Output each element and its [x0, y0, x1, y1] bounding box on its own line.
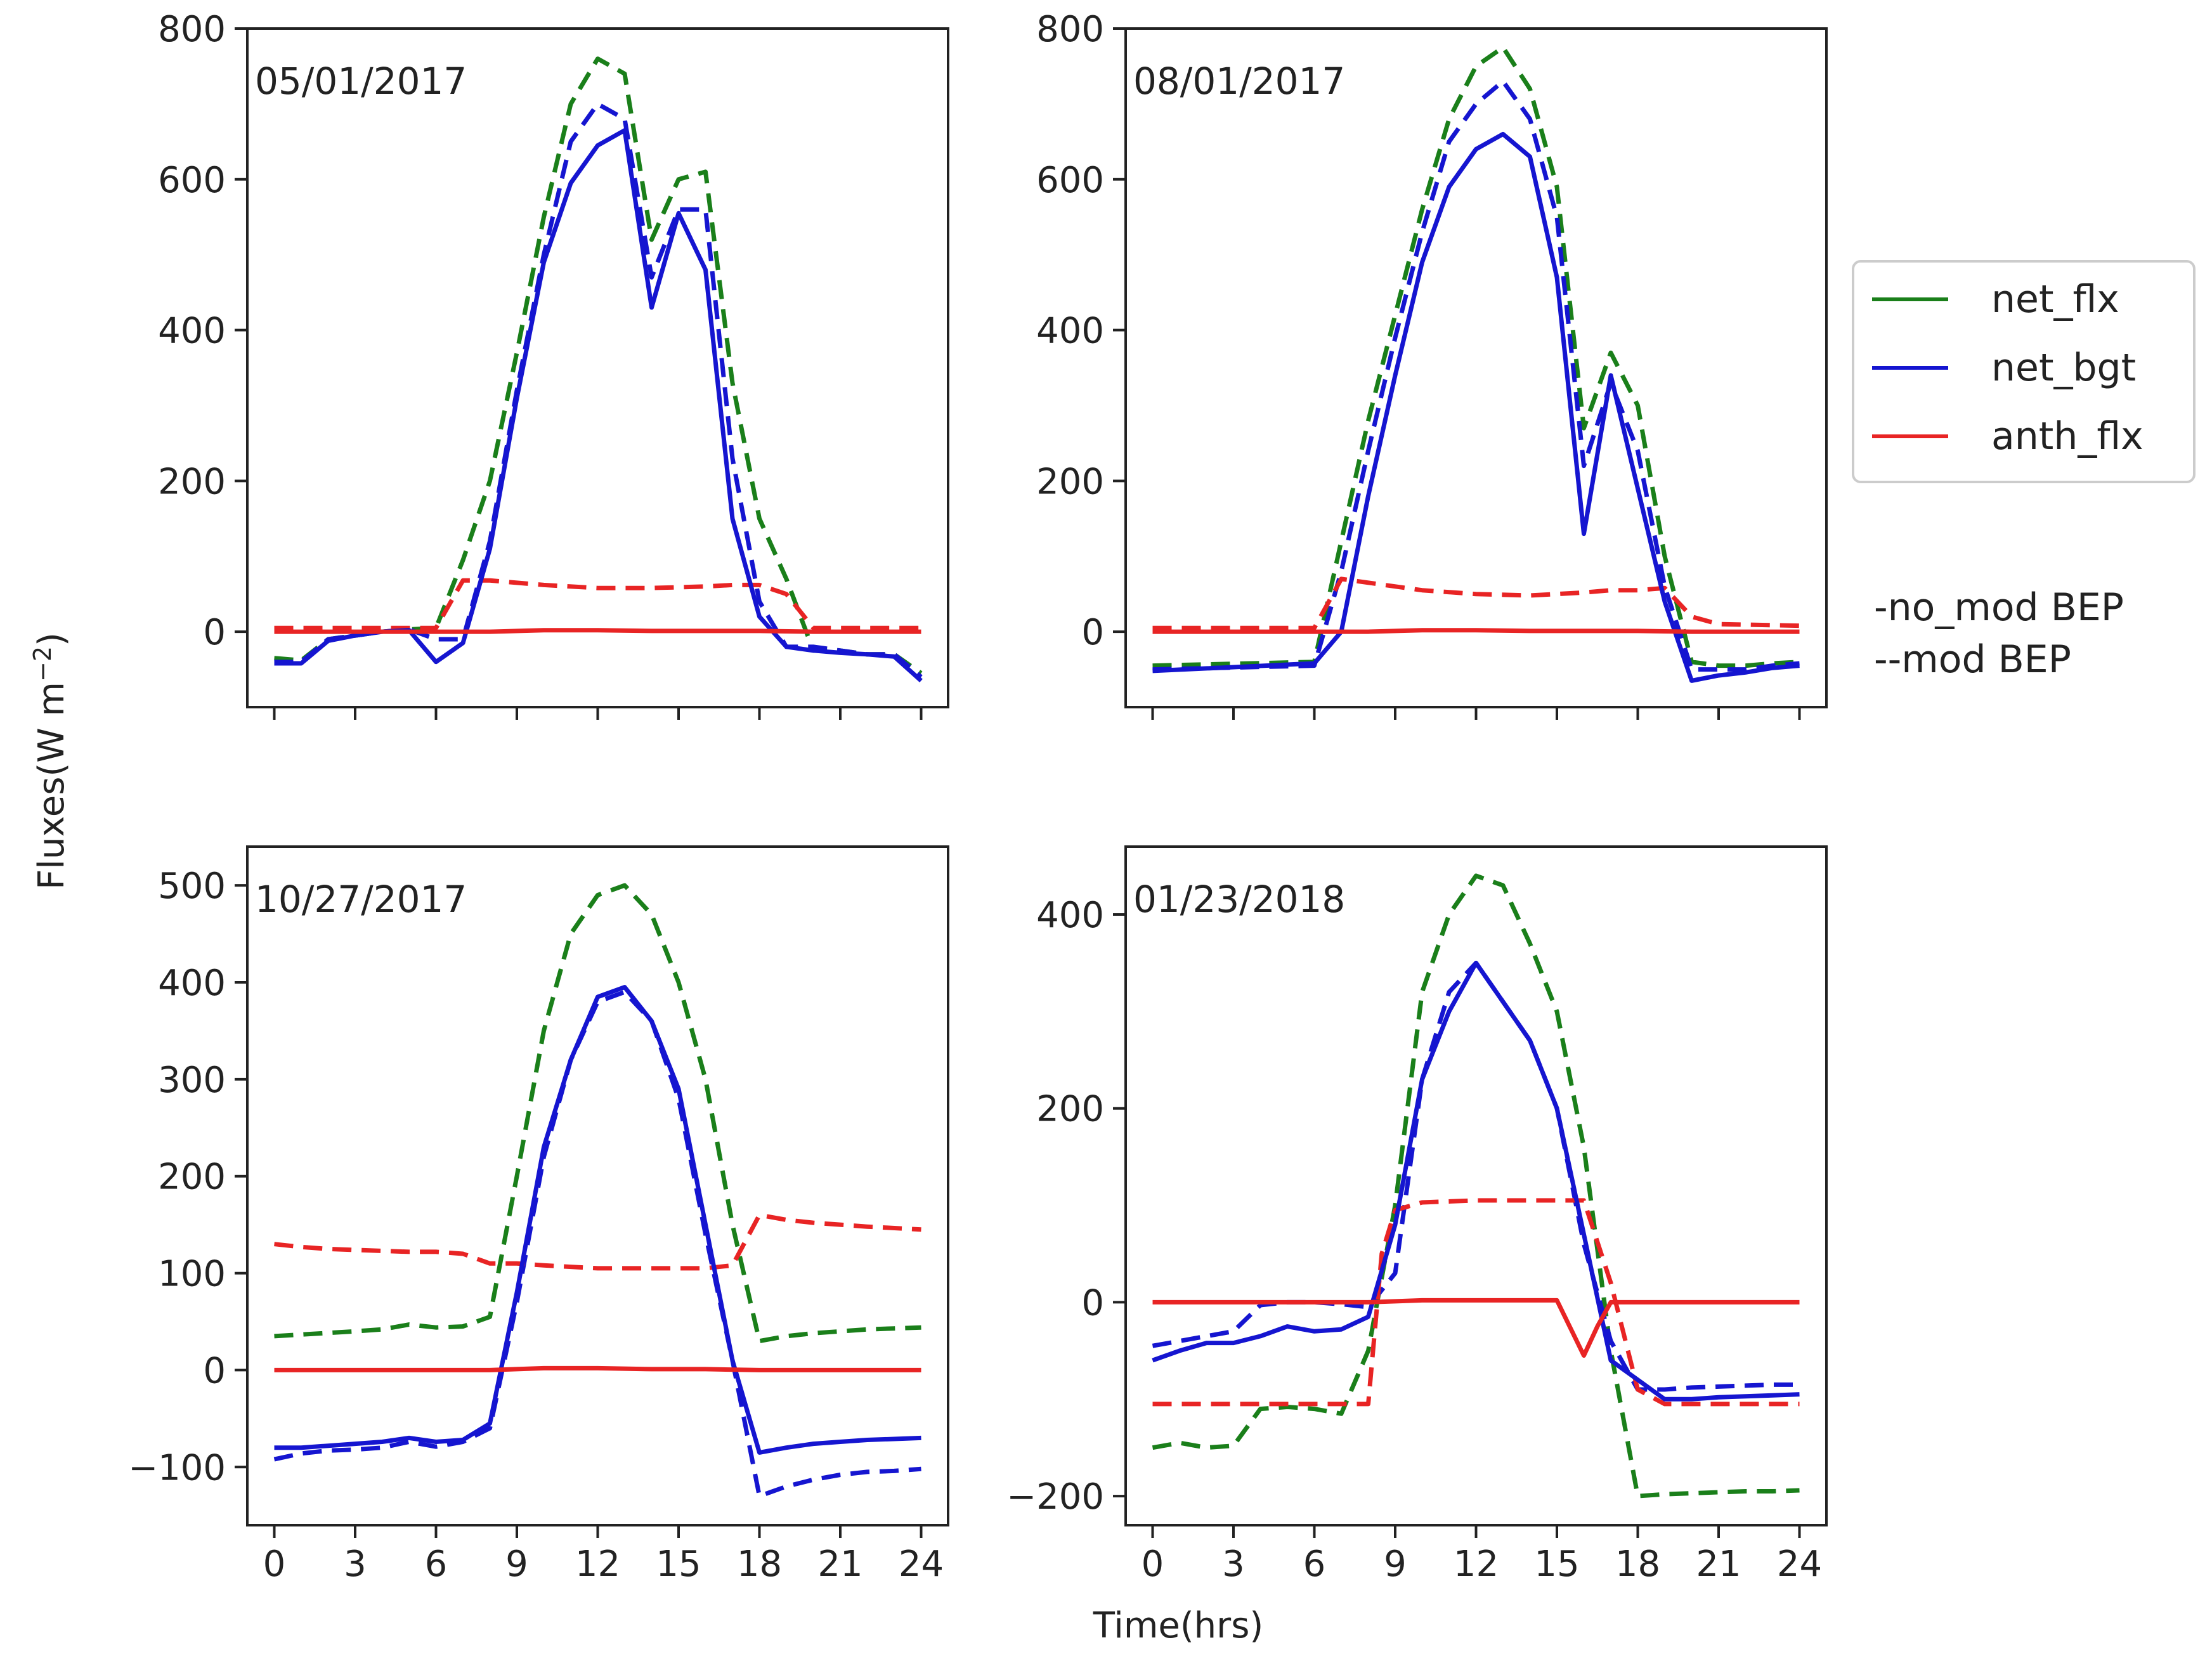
panel-4-x-tick-label-15: 15 [1534, 1544, 1579, 1585]
panel-2-y-tick-label-200: 200 [1036, 461, 1104, 502]
panel-1-y-tick-label-200: 200 [158, 461, 226, 502]
y-axis-label-close: ) [31, 632, 72, 646]
panel-4-series-anth-flx-dashed [1152, 1198, 1800, 1407]
panel-10-27-2017: 0 3 6 9 12 15 18 21 24 −100 0 100 200 300 400 500 10/27/… [128, 845, 949, 1585]
panel-3-x-tick-label-15: 15 [656, 1544, 701, 1585]
panel-4-y-tick-label-400: 400 [1036, 895, 1104, 936]
legend-label-net-flx: net_flx [1991, 277, 2119, 322]
panel-4-series-net-bgt-solid [1152, 960, 1800, 1402]
panel-4-y-tick-label-0: 0 [1081, 1282, 1104, 1324]
panel-2-date-label: 08/01/2017 [1133, 60, 1345, 103]
panel-3-y-tick-label-500: 500 [158, 866, 226, 907]
panel-1-series-anth-flx-solid [274, 628, 921, 634]
panel-4-x-tick-label-6: 6 [1303, 1544, 1326, 1585]
panel-3-x-tick-label-12: 12 [575, 1544, 620, 1585]
legend-frame [1852, 260, 2196, 483]
panel-2-y-tick-label-0: 0 [1081, 612, 1104, 653]
panel-4-x-tick-label-0: 0 [1142, 1544, 1164, 1585]
panel-3-y-tick-label-200: 200 [158, 1157, 226, 1198]
panel-3-date-label: 10/27/2017 [255, 878, 467, 921]
panel-3-y-tick-label-300: 300 [158, 1060, 226, 1101]
legend-label-anth-flx: anth_flx [1991, 414, 2144, 459]
panel-4-y-tick-label-200: 200 [1036, 1089, 1104, 1130]
note-no-mod-bep: -no_mod BEP [1874, 585, 2124, 630]
panel-1-series-net-bgt-dashed [274, 101, 923, 679]
panel-4-x-tick-label-9: 9 [1384, 1544, 1407, 1585]
panel-4-x-tick-label-3: 3 [1222, 1544, 1245, 1585]
panel-1-y-tick-label-600: 600 [158, 160, 226, 201]
panel-2-series-anth-flx-solid [1152, 628, 1800, 634]
panel-2-series-net-bgt-solid [1152, 131, 1800, 683]
panel-2-y-tick-label-800: 800 [1036, 9, 1104, 50]
panel-2-y-tick-label-400: 400 [1036, 311, 1104, 352]
panel-3-x-tick-label-0: 0 [263, 1544, 286, 1585]
panel-08-01-2017: 0 200 400 600 800 08/01/2017 [1036, 9, 1828, 720]
panel-3-x-tick-label-18: 18 [737, 1544, 782, 1585]
panel-3-series-anth-flx-solid [274, 1365, 921, 1372]
panel-1-y-tick-label-400: 400 [158, 311, 226, 352]
panel-2-series-anth-flx-dashed [1152, 576, 1800, 630]
panel-3-y-tick-label-400: 400 [158, 963, 226, 1004]
legend: net_flx net_bgt anth_flx [1852, 260, 2196, 483]
panel-1-date-label: 05/01/2017 [255, 60, 467, 103]
panel-2-y-tick-label-600: 600 [1036, 160, 1104, 201]
y-axis-label-superscript: −2 [29, 646, 56, 682]
y-axis-label: Fluxes(W m−2) [29, 632, 72, 890]
panel-05-01-2017: 0 200 400 600 800 05/01/2017 [158, 9, 949, 720]
panel-3-series-net-bgt-solid [274, 985, 921, 1455]
panel-2-series-net-bgt-dashed [1152, 79, 1800, 672]
panel-3-y-tick-label-0: 0 [203, 1350, 226, 1391]
panel-3-y-tick-label-100: 100 [158, 1254, 226, 1295]
panel-1-y-tick-label-800: 800 [158, 9, 226, 50]
panel-1-series-anth-flx-dashed [274, 578, 921, 630]
panel-4-y-tick-label-200: −200 [1006, 1476, 1104, 1518]
panel-4-series-net-flx-dashed [1152, 873, 1800, 1499]
panel-3-x-tick-label-9: 9 [505, 1544, 528, 1585]
panel-4-series-anth-flx-solid [1152, 1298, 1800, 1358]
panel-4-date-label: 01/23/2018 [1133, 878, 1345, 921]
panel-4-x-tick-label-24: 24 [1777, 1544, 1822, 1585]
panel-1-y-tick-label-0: 0 [203, 612, 226, 653]
panel-2-series-net-flx-dashed [1152, 45, 1800, 668]
panel-4-x-tick-label-18: 18 [1615, 1544, 1660, 1585]
note-mod-bep: --mod BEP [1874, 637, 2071, 682]
x-axis-label: Time(hrs) [1093, 1605, 1263, 1646]
panel-4-x-tick-label-12: 12 [1454, 1544, 1499, 1585]
panel-3-x-tick-label-6: 6 [425, 1544, 448, 1585]
panel-3-x-tick-label-21: 21 [817, 1544, 862, 1585]
panel-4-x-tick-label-21: 21 [1696, 1544, 1741, 1585]
panel-3-series-net-flx-dashed [274, 883, 921, 1344]
panel-01-23-2018: 0 3 6 9 12 15 18 21 24 −200 0 200 400 01/23/2018 [1006, 845, 1828, 1585]
panel-3-y-tick-label-100: −100 [128, 1447, 226, 1488]
panel-3-x-tick-label-24: 24 [899, 1544, 944, 1585]
legend-label-net-bgt: net_bgt [1991, 346, 2136, 390]
y-axis-label-text: Fluxes(W m [31, 682, 72, 890]
panel-3-x-tick-label-3: 3 [344, 1544, 367, 1585]
panel-3-series-anth-flx-dashed [274, 1213, 921, 1271]
